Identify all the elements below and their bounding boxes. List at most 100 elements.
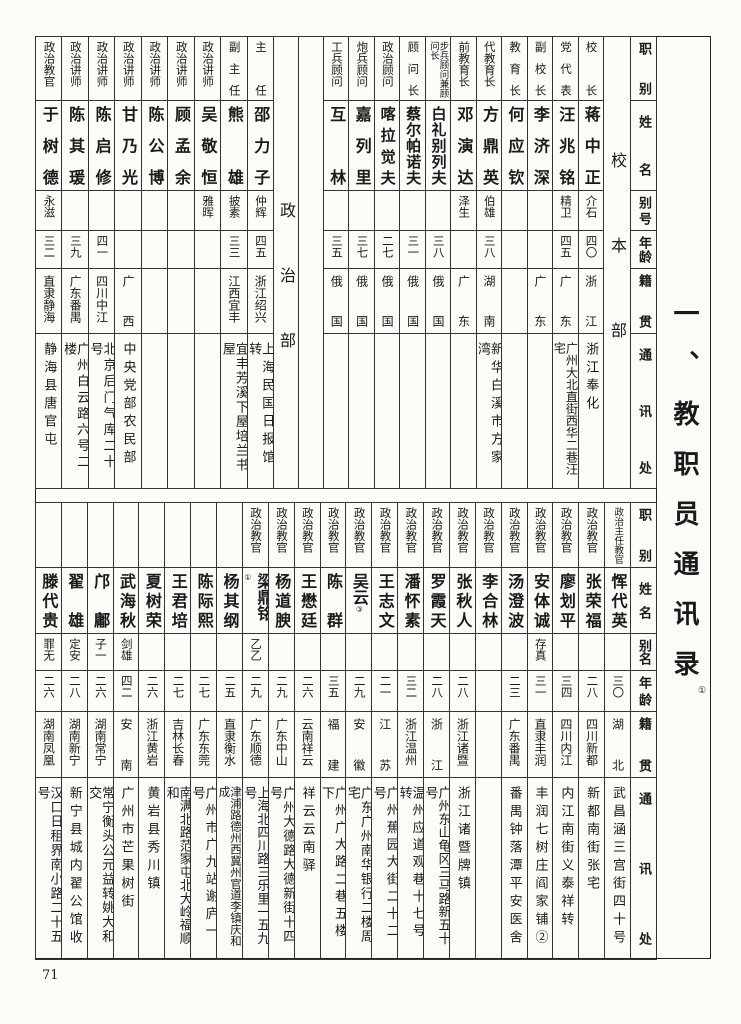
- header-alias: 别名: [630, 633, 657, 671]
- member-address-text: 广州广大路二巷五楼下: [319, 786, 347, 941]
- section-label-text: 政治部: [277, 202, 296, 348]
- member-alias: 雅晖: [193, 190, 222, 231]
- member-address-text: 温州应道观巷十七号转: [397, 786, 425, 941]
- member-alias: [267, 633, 295, 671]
- member-age: 三四: [552, 670, 580, 712]
- member-age-text: 二三: [507, 675, 522, 698]
- member-title-text: 政治主任教官: [612, 507, 624, 564]
- member-native-text: 浙江诸暨: [455, 718, 470, 766]
- header-label: 通讯处: [636, 792, 651, 945]
- member-native: 广东番禺: [500, 711, 528, 778]
- member-age-text: 二七: [197, 675, 212, 698]
- member-native: 俄国: [373, 268, 401, 334]
- member-age-text: 二八: [68, 675, 83, 698]
- member-alias: [399, 190, 426, 231]
- member-title: 工兵顾问: [323, 36, 350, 101]
- member-age-text: 二八: [430, 675, 445, 698]
- member-name-text: 白礼别列夫: [429, 106, 448, 185]
- member-native-text: 江苏: [377, 718, 392, 771]
- member-title: 代教育长: [475, 36, 503, 101]
- member-address: 广州东山龟冈三马路新五十号: [423, 777, 450, 960]
- member-name-text: 陈群: [323, 573, 343, 628]
- member-native-text: 俄国: [405, 275, 420, 327]
- member-title: 政治教官: [526, 502, 554, 568]
- member-age-text: 二九: [274, 675, 289, 698]
- member-address-text: 新宁县城内翟公馆收: [66, 786, 82, 948]
- member-age-text: 三九: [68, 235, 83, 258]
- member-native: 吉林长春: [164, 711, 192, 778]
- member-address: 广东广州南华银行二楼周宅: [345, 777, 373, 960]
- member-native: 安南: [112, 711, 140, 778]
- member-name: 罗霞天: [423, 567, 450, 634]
- member-title: 教育长: [501, 36, 528, 101]
- member-name: 陈其瑗: [61, 100, 89, 191]
- member-name-text: 蔡尔帕诺夫: [404, 106, 423, 185]
- member-address-text: 广州蕉园大街二十二号: [371, 786, 399, 941]
- member-alias: [319, 633, 347, 671]
- member-alias: [323, 190, 350, 231]
- member-title-text: 顾问长: [406, 41, 421, 96]
- member-name: 何应钦: [501, 100, 528, 191]
- member-age-text: 二九: [249, 675, 264, 698]
- member-title: 政治教官: [448, 502, 476, 568]
- member-age: 三五: [319, 670, 347, 712]
- member-native-text: 广东: [456, 275, 471, 327]
- section-label-zhengzhibu: 政治部: [273, 36, 299, 489]
- member-alias-text: 披素: [227, 195, 242, 218]
- member-native-text: 吉林长春: [170, 718, 185, 766]
- member-alias-text: 子一: [93, 638, 108, 661]
- member-native-text: 浙江: [429, 718, 444, 771]
- member-native-text: 广东顺德: [248, 718, 263, 766]
- member-age: 二八: [60, 670, 88, 712]
- member-title: 政治教官: [552, 502, 580, 568]
- member-title: 政治教官: [474, 502, 502, 568]
- member-age-text: 三八: [482, 235, 497, 258]
- member-alias: [190, 633, 218, 671]
- member-address: [474, 777, 502, 960]
- member-alias: 精卫: [552, 190, 579, 231]
- member-age: 二五: [216, 670, 243, 712]
- member-native-text: 四川内江: [558, 718, 573, 766]
- member-title: [35, 502, 62, 568]
- header-age: 年龄: [630, 670, 657, 712]
- member-title: 政治教官: [578, 502, 606, 568]
- member-native-text: 安徽: [351, 718, 366, 771]
- member-native-text: 俄国: [354, 275, 369, 327]
- member-age: 二八: [448, 670, 476, 712]
- member-age-text: 二六: [300, 675, 315, 698]
- member-alias: [140, 190, 169, 231]
- member-native: 湖南新宁: [60, 711, 88, 778]
- member-title-text: 党代表: [559, 41, 574, 96]
- member-title-text: 政治教官: [559, 507, 574, 553]
- member-native: 四川内江: [552, 711, 580, 778]
- member-title: 副校长: [526, 36, 554, 101]
- member-address: 祥云云南驿: [293, 777, 321, 960]
- member-address: 番禺钟落潭平安医舍: [500, 777, 528, 960]
- member-alias: 定安: [60, 633, 88, 671]
- member-name: 陈启修: [87, 100, 116, 191]
- member-title-text: 政治教官: [585, 507, 600, 553]
- member-age: 二八: [578, 670, 606, 712]
- member-address: 上海北四川路三乐里一五九号: [241, 777, 269, 960]
- member-alias-text: 存真: [533, 638, 548, 661]
- member-native-text: 福建: [325, 718, 340, 771]
- member-age: [450, 230, 477, 269]
- member-address-text: 广州大德路大德新街十四号: [267, 786, 295, 944]
- member-name: 陈公博: [140, 100, 169, 191]
- member-name-text: 陈启修: [92, 106, 112, 185]
- member-title-text: 炮兵顾问: [355, 41, 370, 87]
- member-native: 浙江: [423, 711, 450, 778]
- member-title-text: 政治教官: [378, 507, 393, 553]
- member-name-text: 邓演达: [454, 106, 474, 185]
- member-address-text: 常宁衡头公元益转姚大和交: [86, 786, 114, 944]
- member-alias: [552, 633, 580, 671]
- member-title-text: 副主任: [227, 41, 242, 96]
- member-title: 政治教官: [241, 502, 269, 568]
- member-name: 王懋廷: [293, 567, 321, 634]
- member-native: 湖北: [604, 711, 631, 778]
- member-address-text: 内江南街义泰祥转: [558, 786, 574, 930]
- member-name: 互林: [323, 100, 350, 191]
- member-alias-text: 雅晖: [201, 195, 216, 218]
- header-address: 通讯处: [630, 333, 657, 489]
- member-name: 滕代贵: [35, 567, 62, 634]
